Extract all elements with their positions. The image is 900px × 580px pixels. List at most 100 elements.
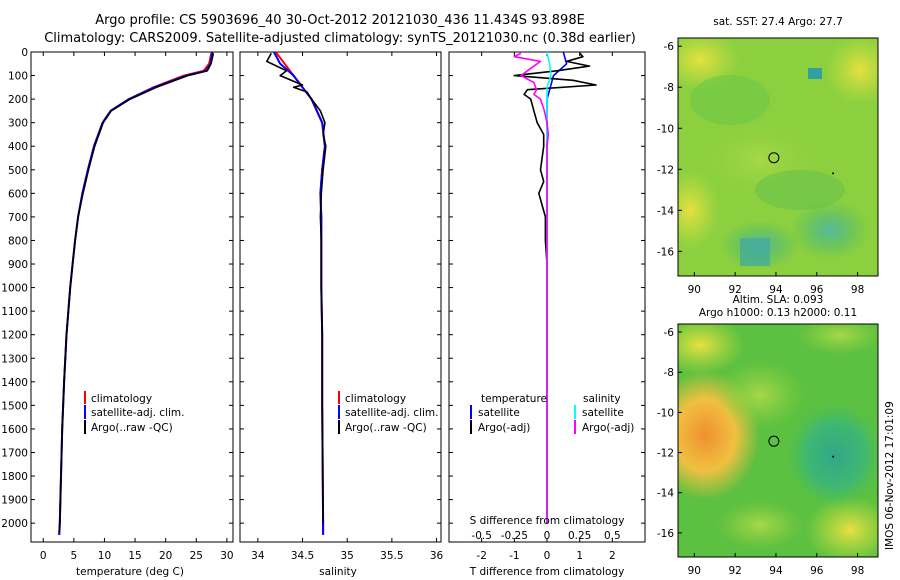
map-y-tick-label: -10	[657, 123, 674, 135]
salinity-xlabel: salinity	[319, 566, 357, 578]
sla_map-frame	[677, 323, 879, 558]
figure-subtitle: Climatology: CARS2009. Satellite-adjuste…	[44, 31, 636, 46]
temperature-legend: climatology satellite-adj. clim. Argo(..…	[84, 391, 184, 434]
legend-label-climatology: climatology	[345, 393, 406, 405]
station-dot	[832, 172, 835, 175]
x-tick-label: -1	[509, 550, 519, 562]
y-tick-label: 100	[8, 71, 28, 83]
map-x-tick-label: 98	[851, 565, 864, 577]
legend-label-temp-satellite: satellite	[478, 407, 520, 419]
map-x-tick-label: 90	[688, 284, 701, 296]
map-y-tick-label: -14	[657, 205, 674, 217]
x-tick-label: 5	[71, 550, 78, 562]
s-tick-label: -0.5	[471, 530, 492, 542]
y-tick-label: 1500	[1, 400, 28, 412]
legend-header-salinity: salinity	[583, 393, 621, 405]
legend-label-sal-satellite: satellite	[582, 407, 624, 419]
temperature-frame	[30, 51, 234, 543]
sst_map-frame	[677, 37, 879, 277]
y-tick-label: 700	[8, 212, 28, 224]
sla-map-subtitle: Argo h1000: 0.13 h2000: 0.11	[699, 307, 857, 319]
map-y-tick-label: -8	[664, 367, 674, 379]
map-x-tick-label: 96	[810, 565, 824, 577]
y-tick-label: 1200	[1, 330, 28, 342]
y-tick-label: 1400	[1, 377, 28, 389]
x-tick-label: 25	[190, 550, 203, 562]
s-tick-label: 0	[544, 530, 551, 542]
map-x-tick-label: 94	[769, 565, 783, 577]
legend-label-climatology: climatology	[91, 393, 152, 405]
x-tick-label: -2	[476, 550, 486, 562]
y-tick-label: 500	[8, 165, 28, 177]
x-tick-label: 0	[40, 550, 47, 562]
x-tick-label: 1	[576, 550, 583, 562]
y-tick-label: 1600	[1, 424, 28, 436]
y-tick-label: 200	[8, 94, 28, 106]
sla-map-title: Altim. SLA: 0.093	[733, 294, 824, 306]
y-tick-label: 1900	[1, 495, 28, 507]
argo-position-marker	[768, 152, 780, 164]
y-tick-label: 1000	[1, 283, 28, 295]
x-tick-label: 35	[341, 550, 354, 562]
x-tick-label: 34.5	[291, 550, 314, 562]
difference-legend: temperature salinity satellite Argo(-adj…	[470, 393, 634, 434]
t-diff-xlabel: T difference from climatology	[469, 566, 625, 578]
x-tick-label: 35.5	[380, 550, 403, 562]
legend-label-satellite: satellite-adj. clim.	[91, 407, 184, 419]
map-y-tick-label: -6	[664, 327, 675, 339]
y-tick-label: 1800	[1, 471, 28, 483]
series-line	[265, 52, 327, 524]
profile-panels: 0100200300400500600700800900100011001200…	[1, 47, 646, 562]
x-tick-label: 20	[159, 550, 172, 562]
x-tick-label: 0	[544, 550, 551, 562]
map-y-tick-label: -16	[657, 528, 674, 540]
map-y-tick-label: -14	[657, 488, 674, 500]
legend-label-argo: Argo(..raw -QC)	[345, 422, 427, 434]
s-tick-label: 0.25	[568, 530, 591, 542]
temperature-xlabel: temperature (deg C)	[76, 566, 184, 578]
panel-salinity: 34 34.5 35 35.5 36	[239, 51, 444, 562]
map-x-tick-label: 94	[769, 284, 783, 296]
x-tick-label: 34	[251, 550, 265, 562]
panel-temperature: 0100200300400500600700800900100011001200…	[1, 47, 233, 562]
legend-label-satellite: satellite-adj. clim.	[345, 407, 438, 419]
sst-map-title: sat. SST: 27.4 Argo: 27.7	[713, 16, 843, 28]
station-dot	[832, 455, 835, 458]
figure-title: Argo profile: CS 5903696_40 30-Oct-2012 …	[95, 13, 585, 28]
legend-header-temperature: temperature	[481, 393, 547, 405]
map-y-tick-label: -10	[657, 407, 674, 419]
x-tick-label: 2	[609, 550, 616, 562]
map-x-tick-label: 92	[728, 284, 741, 296]
y-tick-label: 1100	[1, 306, 28, 318]
y-tick-label: 900	[8, 259, 28, 271]
s-tick-label: -0.25	[501, 530, 528, 542]
salinity-legend: climatology satellite-adj. clim. Argo(..…	[338, 391, 438, 434]
map-x-tick-label: 90	[688, 565, 701, 577]
map-x-tick-label: 98	[851, 284, 864, 296]
map-y-tick-label: -16	[657, 246, 674, 258]
y-tick-label: 1300	[1, 353, 28, 365]
s-diff-xlabel: S difference from climatology	[470, 515, 625, 527]
map-y-tick-label: -12	[657, 164, 674, 176]
timestamp-stamp: IMOS 06-Nov-2012 17:01:09	[884, 401, 896, 550]
x-tick-label: 30	[220, 550, 233, 562]
y-tick-label: 800	[8, 235, 28, 247]
legend-label-sal-argo: Argo(-adj)	[582, 422, 634, 434]
y-tick-label: 400	[8, 141, 28, 153]
y-tick-label: 600	[8, 188, 28, 200]
sst_map-axes: 90 92 94 96 98 -6 -8 -10 -12 -14 -16	[657, 37, 879, 296]
legend-label-argo: Argo(..raw -QC)	[91, 422, 173, 434]
map-x-tick-label: 96	[810, 284, 824, 296]
argo-position-marker	[768, 435, 780, 447]
salinity-frame	[239, 51, 442, 543]
legend-label-temp-argo: Argo(-adj)	[478, 422, 530, 434]
x-tick-label: 36	[430, 550, 444, 562]
y-tick-label: 300	[8, 118, 28, 130]
y-tick-label: 2000	[1, 518, 28, 530]
sst-map-field	[678, 38, 878, 276]
y-tick-label: 0	[21, 47, 28, 59]
sla_map-axes: 90 92 94 96 98 -6 -8 -10 -12 -14 -16	[657, 323, 879, 577]
map-x-tick-label: 92	[728, 565, 741, 577]
series-line	[513, 52, 550, 524]
